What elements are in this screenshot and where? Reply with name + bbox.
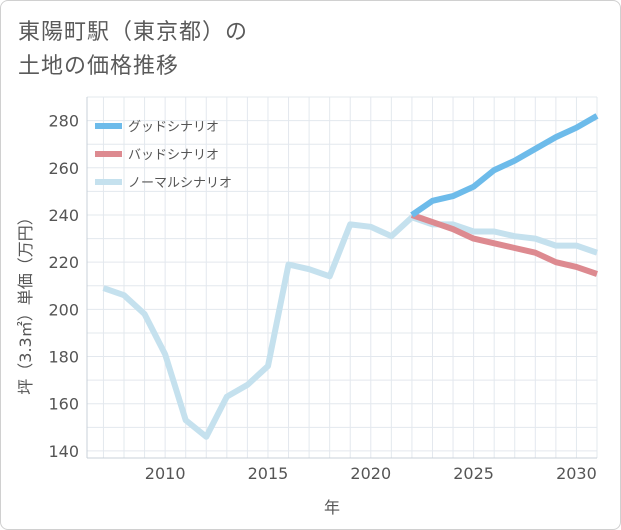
chart-title: 東陽町駅（東京都）の 土地の価格推移 bbox=[18, 16, 248, 84]
y-tick-label: 160 bbox=[48, 395, 79, 414]
series-line-1 bbox=[410, 212, 598, 277]
x-tick-label: 2025 bbox=[453, 464, 494, 483]
y-tick-label: 220 bbox=[48, 253, 79, 272]
chart-title-line2: 土地の価格推移 bbox=[18, 54, 180, 79]
series-line-0 bbox=[410, 113, 599, 218]
y-tick-label: 240 bbox=[48, 206, 79, 225]
axes: 2010 2015 2020 2025 2030 140 160 180 200 220 240 26… bbox=[48, 97, 597, 483]
legend-label: ノーマルシナリオ bbox=[128, 176, 232, 191]
chart-title-line1: 東陽町駅（東京都）の bbox=[18, 20, 249, 45]
x-tick-label: 2015 bbox=[248, 464, 289, 483]
y-tick-label: 180 bbox=[48, 348, 79, 367]
y-tick-label: 200 bbox=[48, 300, 79, 319]
x-tick-label: 2010 bbox=[145, 464, 186, 483]
y-tick-label: 260 bbox=[48, 159, 79, 178]
series-line-2 bbox=[102, 214, 598, 440]
y-axis-label: 坪（3.3㎡）単価（万円） bbox=[16, 209, 35, 394]
x-tick-label: 2020 bbox=[350, 464, 391, 483]
series-lines bbox=[102, 113, 599, 440]
x-tick-label: 2030 bbox=[556, 464, 597, 483]
y-tick-label: 140 bbox=[48, 442, 79, 461]
x-axis-label: 年 bbox=[324, 498, 340, 517]
legend-label: グッドシナリオ bbox=[128, 120, 219, 135]
legend-label: バッドシナリオ bbox=[128, 148, 219, 163]
y-tick-label: 280 bbox=[48, 112, 79, 131]
